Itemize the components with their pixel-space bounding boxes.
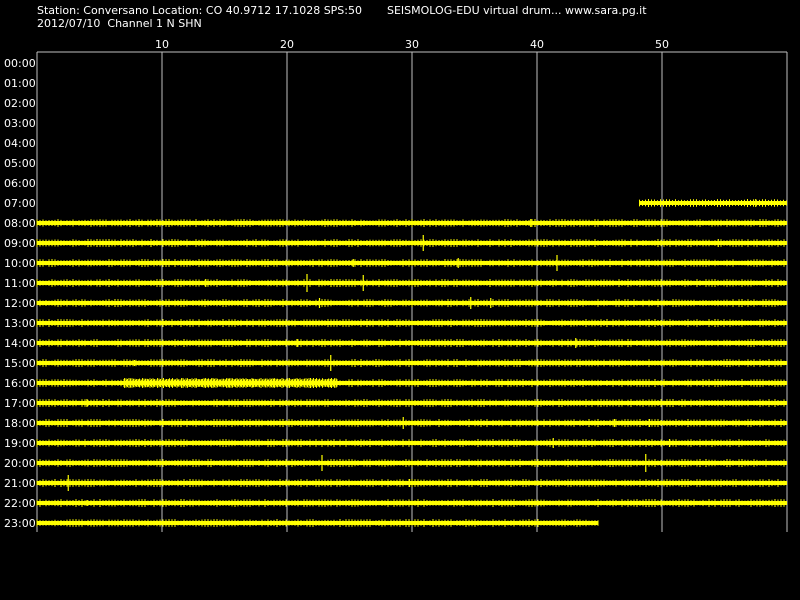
trace-row: [36, 319, 787, 327]
trace-row: [36, 454, 787, 472]
hour-label: 02:00: [4, 97, 36, 110]
trace-noise: [639, 199, 787, 207]
hour-label: 09:00: [4, 237, 36, 250]
trace-noise: [36, 339, 785, 347]
hour-label: 01:00: [4, 77, 36, 90]
trace-row: [36, 355, 787, 371]
trace-noise: [36, 219, 785, 227]
trace-noise: [36, 459, 785, 467]
x-tick-label: 20: [280, 38, 294, 51]
trace-row: [36, 399, 787, 407]
trace-row: [36, 338, 787, 348]
trace-noise: [36, 319, 785, 327]
hour-label: 03:00: [4, 117, 36, 130]
hour-label: 20:00: [4, 457, 36, 470]
hour-label: 08:00: [4, 217, 36, 230]
x-tick-label: 40: [530, 38, 544, 51]
app-title: SEISMOLOG-EDU virtual drum... www.sara.p…: [387, 4, 647, 17]
hour-label: 07:00: [4, 197, 36, 210]
hour-label: 10:00: [4, 257, 36, 270]
trace-band: [37, 521, 599, 525]
hour-label: 13:00: [4, 317, 36, 330]
trace-noise: [36, 399, 785, 407]
trace-noise: [36, 519, 599, 527]
trace-row: [36, 519, 599, 527]
trace-row: [36, 475, 787, 491]
hour-label: 06:00: [4, 177, 36, 190]
x-tick-label: 30: [405, 38, 419, 51]
hour-label: 18:00: [4, 417, 36, 430]
hour-label: 16:00: [4, 377, 36, 390]
hour-label: 14:00: [4, 337, 36, 350]
hour-label: 17:00: [4, 397, 36, 410]
hour-label: 05:00: [4, 157, 36, 170]
trace-row: [36, 499, 787, 507]
x-tick-label: 50: [655, 38, 669, 51]
trace-row: [36, 297, 787, 309]
hour-label: 22:00: [4, 497, 36, 510]
trace-row: [36, 274, 787, 292]
trace-noise: [36, 439, 785, 447]
hour-label: 11:00: [4, 277, 36, 290]
x-tick-label: 10: [155, 38, 169, 51]
hour-label: 00:00: [4, 57, 36, 70]
hour-label: 19:00: [4, 437, 36, 450]
trace-row: [36, 417, 787, 429]
trace-noise: [36, 378, 785, 388]
trace-row: [36, 219, 787, 227]
hour-label: 15:00: [4, 357, 36, 370]
trace-noise: [36, 299, 785, 307]
trace-noise: [36, 239, 785, 247]
trace-row: [36, 438, 787, 448]
trace-noise: [36, 279, 785, 287]
hour-label: 04:00: [4, 137, 36, 150]
date-channel: 2012/07/10 Channel 1 N SHN: [37, 17, 202, 30]
trace-band: [639, 201, 787, 205]
hour-label: 23:00: [4, 517, 36, 530]
trace-noise: [36, 419, 785, 427]
trace-row: [36, 255, 787, 271]
trace-row: [36, 378, 787, 388]
trace-noise: [36, 359, 785, 367]
trace-row: [639, 199, 787, 207]
trace-noise: [36, 499, 785, 507]
trace-noise: [36, 479, 785, 487]
hour-label: 21:00: [4, 477, 36, 490]
station-info: Station: Conversano Location: CO 40.9712…: [37, 4, 362, 17]
trace-noise: [36, 259, 785, 267]
trace-row: [36, 235, 787, 251]
hour-label: 12:00: [4, 297, 36, 310]
